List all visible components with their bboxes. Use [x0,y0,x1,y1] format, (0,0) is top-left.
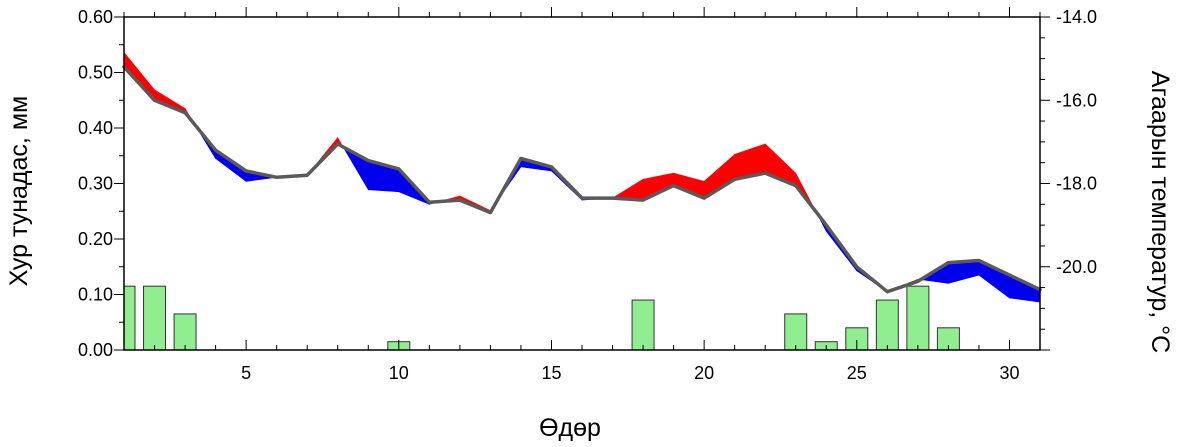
y-left-tick-label: 0.40 [78,118,113,138]
x-tick-label: 10 [389,363,409,383]
x-axis-title: Өдөр [539,414,601,442]
precipitation-bar [173,313,197,351]
axes: 5 10 15 20 25 30 0.00 0.10 0.20 0.30 0.40 0.50 0.60 -… [78,7,1097,383]
y-axis-right-title: Агаарын температур, °C [1146,71,1174,353]
y-left-tick-label: 0.20 [78,229,113,249]
y-left-tick-label: 0.30 [78,174,113,194]
y-right-tick-label: -16.0 [1056,90,1097,110]
precipitation-bar [784,313,808,351]
x-tick-label: 30 [999,363,1019,383]
y-left-tick-label: 0.50 [78,63,113,83]
y-left-tick-label: 0.60 [78,7,113,27]
mean-temperature-line [122,65,1042,294]
y-right-tick-label: -14.0 [1056,7,1097,27]
precipitation-bar [143,285,167,351]
precipitation-bar [631,299,655,351]
x-tick-label: 15 [541,363,561,383]
y-left-tick-label: 0.10 [78,285,113,305]
precipitation-bar [123,285,136,351]
precipitation-bar [875,299,899,351]
y-right-tick-label: -18.0 [1056,174,1097,194]
x-tick-label: 5 [241,363,251,383]
x-tick-label: 25 [847,363,867,383]
y-left-tick-label: 0.00 [78,340,113,360]
precipitation-bar [906,285,930,351]
y-axis-left-title: Хур тунадас, мм [5,96,33,286]
y-right-tick-label: -20.0 [1056,257,1097,277]
plot-background [124,17,1040,350]
plot-area [124,17,1040,350]
x-tick-label: 20 [694,363,714,383]
mean-temperature-line-group [122,65,1042,294]
